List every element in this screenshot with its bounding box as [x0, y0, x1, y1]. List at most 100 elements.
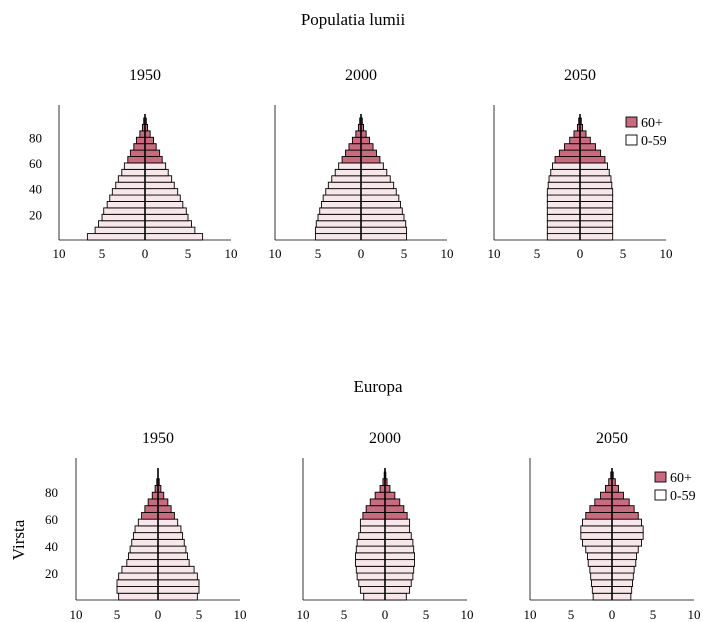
bar-0-59-left [359, 518, 386, 527]
bar-0-59-right [579, 194, 614, 202]
x-tick-label: 5 [99, 246, 106, 261]
x-tick-label: 5 [568, 607, 575, 622]
bar-0-59-left [126, 559, 159, 567]
bar-0-59-right [157, 565, 195, 574]
bar-0-59-left [331, 175, 362, 183]
bar-0-59-right [579, 188, 614, 196]
bar-0-59-left [359, 525, 386, 534]
x-tick-label: 0 [155, 607, 162, 622]
bar-0-59-right [360, 207, 403, 215]
bar-0-59-left [322, 194, 362, 202]
bar-0-59-left [132, 532, 159, 540]
bar-0-59-left [86, 233, 146, 241]
bar-0-59-left [546, 226, 581, 235]
bar-0-59-right [579, 213, 614, 222]
bar-0-59-right [384, 559, 415, 567]
bar-60plus-left [365, 505, 386, 513]
bar-0-59-left [320, 201, 362, 209]
bar-60plus-right [611, 498, 630, 507]
bar-0-59-right [144, 181, 175, 190]
panel-title: 2000 [345, 67, 377, 84]
bar-0-59-left [123, 162, 146, 170]
bar-60plus-right [579, 156, 606, 164]
bar-60plus-left [573, 130, 581, 138]
bar-0-59-left [109, 194, 146, 202]
bar-0-59-right [144, 168, 169, 177]
bar-0-59-right [579, 233, 614, 241]
bar-60plus-left [147, 498, 159, 507]
bar-0-59-right [144, 207, 187, 215]
x-tick-label: 5 [423, 607, 430, 622]
bar-0-59-right [611, 572, 634, 581]
bar-0-59-right [157, 579, 200, 587]
y-tick-label: 40 [29, 182, 42, 197]
bar-0-59-left [319, 207, 362, 215]
y-tick-label: 40 [45, 539, 58, 554]
bar-0-59-right [157, 532, 184, 540]
bar-0-59-right [579, 181, 613, 190]
bar-0-59-right [384, 552, 415, 561]
bar-0-59-left [356, 572, 386, 581]
x-tick-label: 0 [358, 246, 365, 261]
bar-0-59-right [384, 518, 411, 527]
bar-0-59-left [591, 579, 613, 587]
bar-0-59-right [144, 194, 181, 202]
x-tick-label: 10 [441, 246, 454, 261]
bar-0-59-left [358, 532, 386, 540]
bar-0-59-left [117, 175, 146, 183]
legend-swatch-60plus [625, 116, 638, 128]
bar-0-59-left [327, 181, 362, 190]
bar-0-59-left [98, 220, 146, 228]
bar-60plus-right [144, 149, 161, 157]
y-tick-label: 20 [45, 566, 58, 581]
bar-0-59-right [360, 201, 402, 209]
bar-0-59-left [131, 538, 159, 547]
bar-0-59-left [546, 194, 581, 202]
bar-0-59-left [111, 188, 146, 196]
bar-0-59-right [579, 168, 610, 177]
bar-0-59-left [582, 518, 613, 527]
bar-0-59-right [360, 175, 391, 183]
panel-title: 1950 [129, 67, 161, 84]
legend-label-0-59: 0-59 [641, 134, 667, 149]
bar-0-59-right [384, 532, 412, 540]
x-tick-label: 10 [524, 607, 537, 622]
x-tick-label: 10 [660, 246, 673, 261]
bar-0-59-right [384, 592, 407, 601]
bar-0-59-right [157, 572, 198, 581]
bar-0-59-left [592, 592, 613, 601]
x-tick-label: 10 [488, 246, 501, 261]
bar-0-59-left [137, 518, 159, 527]
bar-0-59-left [580, 532, 613, 540]
bar-0-59-left [94, 226, 146, 235]
x-tick-label: 5 [185, 246, 192, 261]
bar-0-59-right [157, 545, 187, 554]
legend-label-60plus: 60+ [670, 471, 692, 486]
bar-60plus-left [133, 143, 146, 151]
x-tick-label: 5 [534, 246, 541, 261]
bar-60plus-left [144, 505, 159, 513]
bar-0-59-right [157, 518, 179, 527]
bar-0-59-right [157, 559, 190, 567]
bar-0-59-left [589, 565, 613, 574]
bar-0-59-right [611, 579, 633, 587]
bar-0-59-left [356, 538, 386, 547]
x-tick-label: 0 [609, 607, 616, 622]
legend-swatch-0-59 [654, 489, 667, 501]
bar-0-59-left [585, 545, 613, 554]
x-tick-label: 5 [620, 246, 627, 261]
bar-60plus-right [579, 143, 596, 151]
x-tick-label: 5 [650, 607, 657, 622]
y-axis-label: Virsta [9, 519, 28, 560]
bar-60plus-right [384, 491, 396, 500]
bar-60plus-right [157, 498, 169, 507]
bar-60plus-right [144, 156, 163, 164]
bar-0-59-right [384, 538, 414, 547]
bar-0-59-left [116, 586, 159, 594]
x-tick-label: 5 [401, 246, 408, 261]
bar-60plus-left [569, 136, 581, 145]
bar-0-59-right [360, 181, 395, 190]
bar-60plus-right [144, 136, 155, 145]
bar-60plus-right [611, 511, 639, 520]
bar-0-59-left [338, 162, 362, 170]
